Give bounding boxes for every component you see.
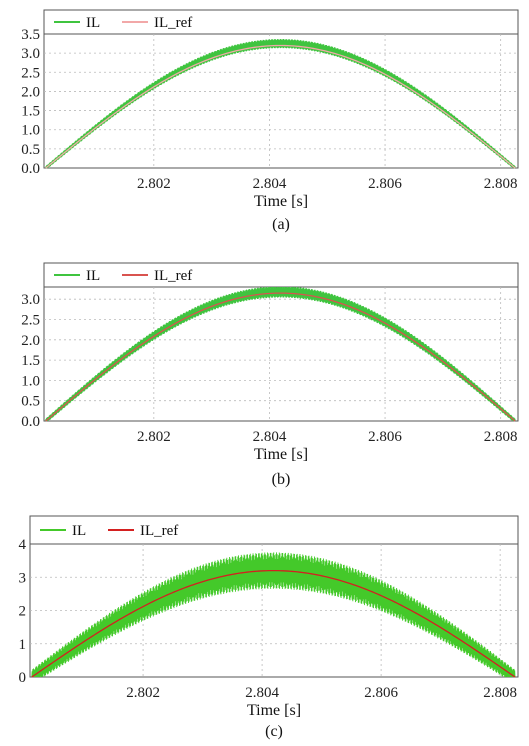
y-tick-label: 2.0 xyxy=(21,333,40,349)
x-tick-label: 2.806 xyxy=(364,685,398,701)
series-IL-line xyxy=(31,552,516,678)
y-tick-label: 3 xyxy=(19,570,27,586)
x-tick-label: 2.806 xyxy=(368,429,402,445)
y-tick-label: 2 xyxy=(19,604,27,620)
y-tick-label: 1.0 xyxy=(21,373,40,389)
y-tick-label: 0.5 xyxy=(21,142,40,158)
x-axis-label: Time [s] xyxy=(254,446,308,463)
x-tick-label: 2.808 xyxy=(484,176,518,192)
y-tick-label: 1 xyxy=(19,637,27,653)
y-tick-label: 3.5 xyxy=(21,27,40,43)
legend-label-IL: IL xyxy=(86,15,100,31)
y-tick-label: 0 xyxy=(19,670,27,686)
plot-frame xyxy=(29,515,519,678)
y-tick-label: 0.0 xyxy=(21,161,40,177)
plot-frame xyxy=(43,9,519,169)
x-axis-label: Time [s] xyxy=(254,193,308,210)
series-IL-line xyxy=(45,286,516,422)
series-IL-line xyxy=(45,38,516,169)
y-tick-label: 0.5 xyxy=(21,394,40,410)
y-tick-label: 0.0 xyxy=(21,414,40,430)
x-tick-label: 2.802 xyxy=(137,176,171,192)
legend-label-IL: IL xyxy=(86,268,100,284)
series-IL_ref-line xyxy=(45,44,516,169)
y-tick-label: 2.5 xyxy=(21,312,40,328)
x-tick-label: 2.802 xyxy=(126,685,160,701)
x-tick-label: 2.804 xyxy=(245,685,279,701)
y-tick-label: 1.5 xyxy=(21,353,40,369)
series-IL_ref-line xyxy=(45,292,516,422)
x-tick-label: 2.802 xyxy=(137,429,171,445)
panel-caption: (c) xyxy=(265,723,283,740)
legend-label-IL_ref: IL_ref xyxy=(140,523,178,539)
panel-caption: (b) xyxy=(272,471,291,488)
panel-caption: (a) xyxy=(272,216,290,233)
series-IL_ref-line xyxy=(31,569,516,678)
x-tick-label: 2.808 xyxy=(483,685,517,701)
x-axis-label: Time [s] xyxy=(247,702,301,719)
x-tick-label: 2.808 xyxy=(484,429,518,445)
y-tick-label: 1.0 xyxy=(21,123,40,139)
x-tick-label: 2.806 xyxy=(368,176,402,192)
y-tick-label: 3.0 xyxy=(21,292,40,308)
y-tick-label: 4 xyxy=(19,537,27,553)
x-tick-label: 2.804 xyxy=(253,176,287,192)
y-tick-label: 3.0 xyxy=(21,46,40,62)
legend-label-IL_ref: IL_ref xyxy=(154,15,192,31)
legend-label-IL: IL xyxy=(72,523,86,539)
y-tick-label: 2.0 xyxy=(21,84,40,100)
x-tick-label: 2.804 xyxy=(253,429,287,445)
y-tick-label: 2.5 xyxy=(21,65,40,81)
y-tick-label: 1.5 xyxy=(21,104,40,120)
legend-label-IL_ref: IL_ref xyxy=(154,268,192,284)
